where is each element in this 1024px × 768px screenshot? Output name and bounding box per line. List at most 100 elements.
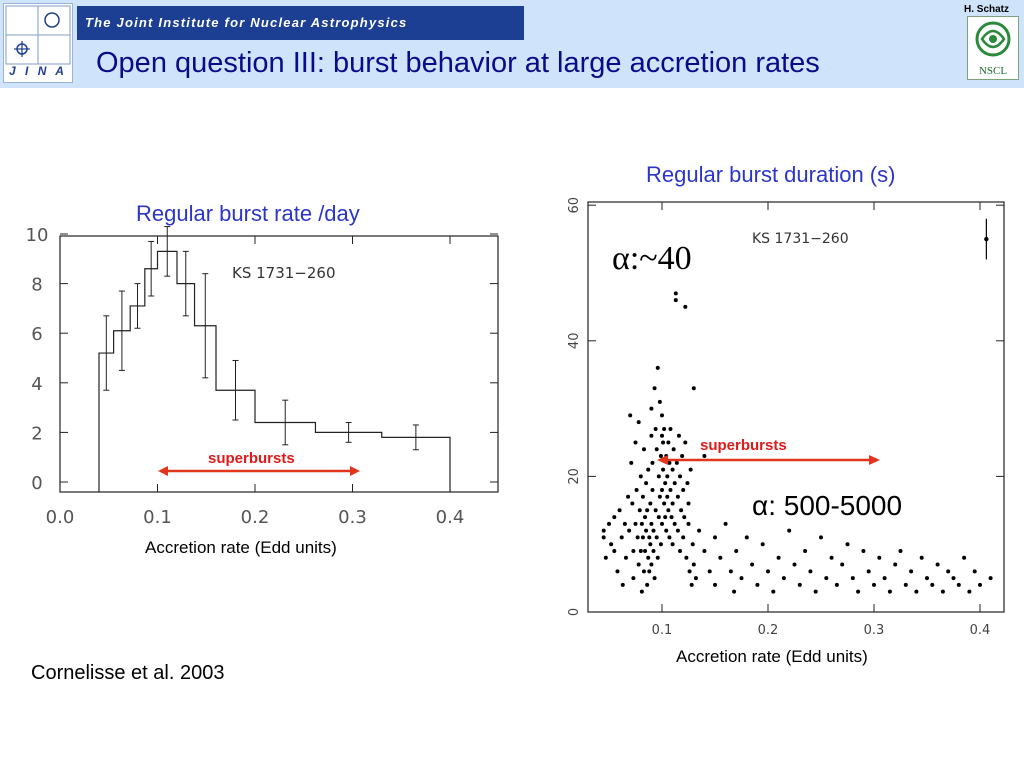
nscl-logo: NSCL	[967, 16, 1019, 80]
left-x-tick-label: 0.4	[436, 507, 465, 528]
right-x-axis-label: Accretion rate (Edd units)	[676, 647, 868, 666]
scatter-point	[631, 576, 636, 581]
scatter-point	[676, 433, 681, 438]
right-x-tick-label: 0.1	[652, 623, 673, 638]
burst-rate-histogram: 0 2 4 6 8 10 0.0 0.1 0.2 0.3 0.4 KS 1731−260 super…	[26, 226, 499, 528]
scatter-point	[634, 487, 639, 492]
scatter-point	[648, 542, 653, 547]
scatter-point	[988, 576, 993, 581]
scatter-point	[683, 304, 688, 309]
left-superbursts-label: superbursts	[208, 450, 295, 467]
scatter-point	[781, 576, 786, 581]
scatter-point	[732, 589, 737, 594]
institute-name: The Joint Institute for Nuclear Astrophy…	[85, 15, 408, 30]
scatter-point	[665, 474, 670, 479]
burst-duration-scatter: 0 20 40 60 0.1 0.2 0.3 0.4 KS 1731−260 superbur…	[567, 197, 1005, 638]
scatter-point	[656, 515, 661, 520]
scatter-point	[670, 467, 675, 472]
author-name: H. Schatz	[964, 4, 1010, 15]
scatter-point	[688, 467, 693, 472]
scatter-point	[662, 501, 667, 506]
scatter-point	[663, 481, 668, 486]
right-y-tick-label: 60	[567, 197, 582, 214]
scatter-point	[951, 576, 956, 581]
scatter-point	[691, 386, 696, 391]
scatter-point	[866, 569, 871, 574]
scatter-point	[813, 589, 818, 594]
scatter-point	[776, 555, 781, 560]
scatter-point	[601, 528, 606, 533]
scatter-point	[850, 576, 855, 581]
scatter-point	[655, 555, 660, 560]
scatter-point	[655, 365, 660, 370]
scatter-point	[623, 555, 628, 560]
scatter-point	[668, 426, 673, 431]
scatter-point	[797, 582, 802, 587]
scatter-point	[660, 433, 664, 438]
scatter-point	[673, 298, 678, 303]
citation: Cornelisse et al. 2003	[31, 662, 225, 684]
left-plot-frame	[59, 235, 499, 493]
scatter-point	[930, 582, 935, 587]
right-chart-annotation: KS 1731−260	[752, 231, 849, 247]
scatter-point	[707, 569, 712, 574]
scatter-point	[877, 555, 882, 560]
scatter-point	[925, 576, 929, 581]
scatter-point	[661, 440, 666, 445]
scatter-point	[637, 508, 642, 513]
scatter-point	[603, 555, 608, 560]
scatter-point	[647, 535, 652, 540]
left-arrowhead-right-icon	[350, 466, 360, 476]
scatter-point	[702, 454, 707, 459]
scatter-point	[617, 508, 622, 513]
scatter-point	[808, 569, 813, 574]
scatter-point	[872, 582, 876, 587]
scatter-point	[845, 542, 850, 547]
scatter-point	[653, 426, 658, 431]
left-y-tick-label: 6	[31, 324, 42, 345]
right-superbursts-label: superbursts	[700, 437, 787, 454]
alpha-high-label: α: 500-5000	[752, 490, 902, 521]
scatter-point	[641, 569, 646, 574]
left-x-axis-label: Accretion rate (Edd units)	[145, 538, 337, 557]
scatter-point	[612, 548, 617, 553]
scatter-point	[612, 515, 617, 520]
scatter-point	[834, 582, 839, 587]
scatter-point	[628, 413, 633, 418]
scatter-point	[840, 562, 845, 567]
right-y-tick-label: 40	[567, 333, 582, 350]
scatter-point	[819, 535, 823, 540]
scatter-point	[956, 582, 961, 587]
scatter-point	[649, 521, 654, 526]
right-x-tick-label: 0.3	[864, 623, 885, 638]
left-y-tick-label: 2	[31, 423, 42, 444]
institute-banner: The Joint Institute for Nuclear Astrophy…	[77, 6, 524, 40]
scatter-point	[645, 508, 650, 513]
scatter-point	[824, 576, 829, 581]
scatter-point	[691, 562, 696, 567]
scatter-point	[609, 542, 614, 547]
left-y-tick-label: 10	[26, 226, 49, 246]
scatter-point	[739, 576, 744, 581]
left-arrowhead-left-icon	[158, 466, 168, 476]
scatter-point	[653, 508, 658, 513]
scatter-point	[660, 521, 664, 526]
left-histogram-steps	[98, 250, 451, 492]
scatter-point	[640, 494, 645, 499]
scatter-point	[856, 589, 861, 594]
scatter-point	[666, 440, 671, 445]
jina-emblem-icon	[5, 5, 71, 65]
scatter-point	[678, 548, 683, 553]
scatter-point	[615, 569, 620, 574]
scatter-point	[829, 555, 834, 560]
scatter-point	[633, 521, 638, 526]
scatter-point	[649, 562, 654, 567]
scatter-point	[684, 555, 689, 560]
scatter-point	[678, 474, 683, 479]
scatter-point	[660, 413, 664, 418]
scatter-point	[654, 535, 659, 540]
scatter-point	[682, 515, 687, 520]
left-panel-title: Regular burst rate /day	[136, 201, 360, 226]
scatter-point	[861, 548, 866, 553]
scatter-point	[648, 501, 653, 506]
